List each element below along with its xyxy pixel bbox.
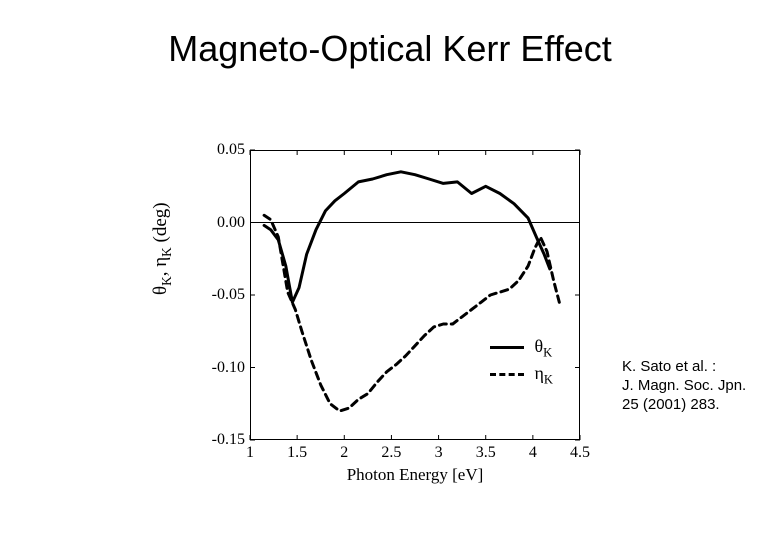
legend-item-theta: θK [490,336,553,361]
x-tick-label: 4 [513,444,553,462]
legend-swatch-solid [490,346,524,349]
citation-line: 25 (2001) 283. [622,396,746,415]
y-tick-label: 0.00 [185,214,245,232]
citation-line: K. Sato et al. : [622,358,746,377]
x-tick-label: 3 [419,444,459,462]
legend-swatch-dash [490,373,524,376]
x-tick-label: 2.5 [371,444,411,462]
legend-item-eta: ηK [490,363,553,388]
x-tick-label: 1.5 [277,444,317,462]
y-axis-label: θK, ηK (deg) [150,202,175,295]
y-tick-label: -0.10 [185,359,245,377]
y-tick-label: 0.05 [185,141,245,159]
plot-svg [250,150,580,440]
x-tick-label: 3.5 [466,444,506,462]
chart-container: θK, ηK (deg) 0.050.00-0.05-0.10-0.15 11.… [160,120,610,490]
series-theta_K [264,172,550,302]
legend-label: θK [535,336,553,356]
legend-label: ηK [535,363,554,383]
citation-line: J. Magn. Soc. Jpn. [622,377,746,396]
x-tick-label: 4.5 [560,444,600,462]
page-title: Magneto-Optical Kerr Effect [0,28,780,70]
x-tick-label: 2 [324,444,364,462]
y-tick-label: -0.05 [185,286,245,304]
x-tick-label: 1 [230,444,270,462]
x-axis-label: Photon Energy [eV] [250,465,580,485]
citation: K. Sato et al. : J. Magn. Soc. Jpn. 25 (… [622,358,746,414]
plot-area [250,150,580,440]
legend: θK ηK [490,336,553,387]
